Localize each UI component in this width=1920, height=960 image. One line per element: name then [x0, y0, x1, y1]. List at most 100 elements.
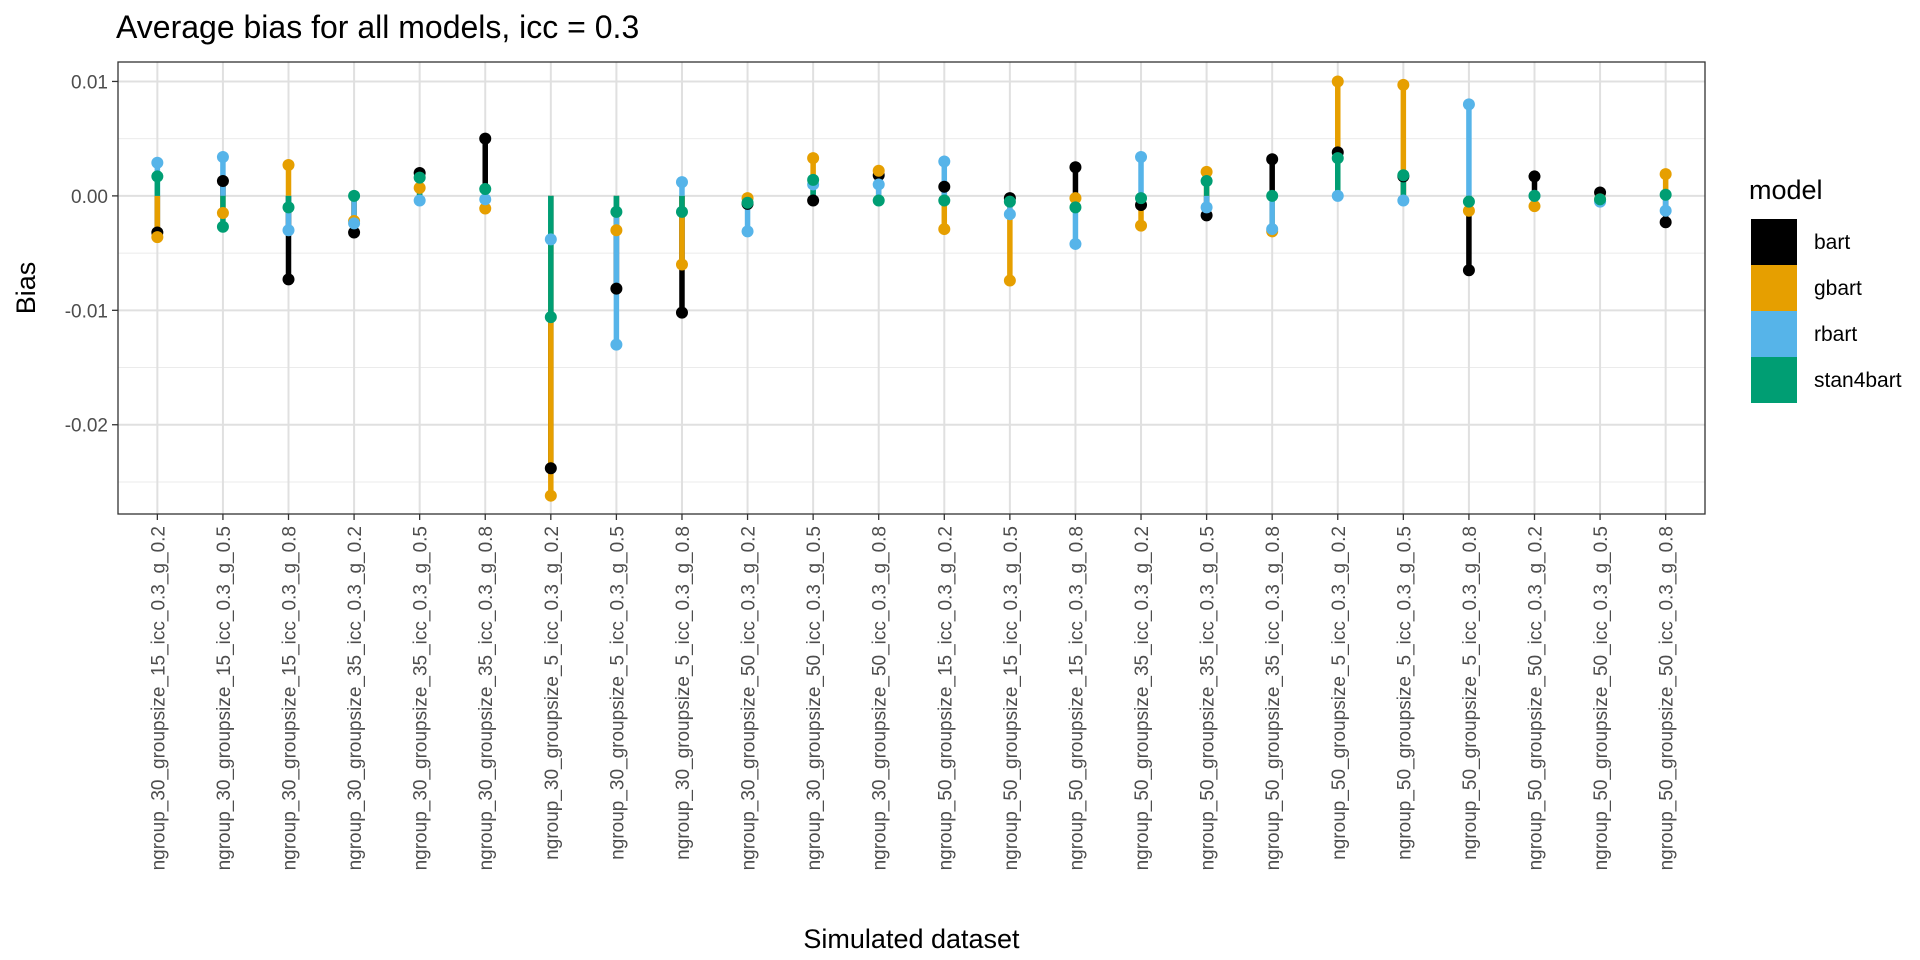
- x-tick-label: ngroup_50_groupsize_50_icc_0.3_g_0.8: [1657, 526, 1678, 870]
- stan4bart-point: [282, 201, 295, 214]
- rbart-point: [544, 233, 557, 246]
- rbart-point: [1331, 189, 1344, 202]
- rbart-point: [675, 176, 688, 189]
- x-tick-label: ngroup_30_groupsize_15_icc_0.3_g_0.2: [148, 526, 169, 870]
- stan4bart-point: [938, 194, 951, 207]
- stan4bart-point: [872, 194, 885, 207]
- x-tick-label: ngroup_50_groupsize_5_icc_0.3_g_0.5: [1394, 526, 1415, 860]
- gbart-point: [282, 158, 295, 171]
- x-tick-label: ngroup_30_groupsize_5_icc_0.3_g_0.5: [607, 526, 628, 860]
- x-tick-label: ngroup_50_groupsize_5_icc_0.3_g_0.8: [1460, 526, 1481, 860]
- x-tick-label: ngroup_50_groupsize_50_icc_0.3_g_0.5: [1591, 526, 1612, 870]
- y-tick-label: -0.02: [65, 416, 108, 437]
- rbart-point: [610, 338, 623, 351]
- x-axis-title: Simulated dataset: [803, 924, 1020, 954]
- stan4bart-point: [1594, 193, 1607, 206]
- stan4bart-point: [544, 311, 557, 324]
- y-axis-title: Bias: [11, 262, 41, 315]
- stan4bart-point: [151, 170, 164, 183]
- bart-point: [807, 194, 820, 207]
- bart-point: [479, 132, 492, 145]
- bart-point: [610, 282, 623, 295]
- bart-point: [1266, 153, 1279, 166]
- stan4bart-point: [1003, 195, 1016, 208]
- x-tick-label: ngroup_50_groupsize_35_icc_0.3_g_0.2: [1132, 526, 1153, 870]
- stan4bart-point: [413, 171, 426, 184]
- x-tick-label: ngroup_50_groupsize_50_icc_0.3_g_0.2: [1525, 526, 1546, 870]
- x-tick-label: ngroup_50_groupsize_35_icc_0.3_g_0.5: [1198, 526, 1219, 870]
- x-tick-label: ngroup_30_groupsize_5_icc_0.3_g_0.2: [542, 526, 563, 860]
- stan4bart-point: [216, 220, 229, 233]
- gbart-point: [1528, 200, 1541, 213]
- stan4bart-point: [1200, 175, 1213, 188]
- y-tick-label: -0.01: [65, 301, 108, 322]
- x-tick-label: ngroup_30_groupsize_5_icc_0.3_g_0.8: [673, 526, 694, 860]
- plot-border: [117, 61, 1706, 515]
- gbart-point: [479, 202, 492, 215]
- gbart-point: [1069, 192, 1082, 205]
- bart-point: [1528, 170, 1541, 183]
- y-axis: 0.01 0.00 -0.01 -0.02: [65, 72, 118, 437]
- legend-key-stan4bart: [1751, 357, 1797, 403]
- rbart-point: [1659, 204, 1672, 217]
- chart-title: Average bias for all models, icc = 0.3: [116, 9, 639, 45]
- rbart-point: [1266, 223, 1279, 236]
- rbart-point: [413, 194, 426, 207]
- legend-title: model: [1749, 175, 1823, 205]
- legend-key-rbart: [1751, 311, 1797, 357]
- x-tick-label: ngroup_30_groupsize_35_icc_0.3_g_0.2: [345, 526, 366, 870]
- x-axis: ngroup_30_groupsize_15_icc_0.3_g_0.2 ngro…: [148, 514, 1678, 870]
- gbart-point: [413, 181, 426, 194]
- rbart-point: [1135, 150, 1148, 163]
- stan4bart-point: [1462, 195, 1475, 208]
- rbart-point: [348, 217, 361, 230]
- bart-point: [1659, 216, 1672, 229]
- gbart-point: [1462, 204, 1475, 217]
- gbart-point: [610, 224, 623, 237]
- gbart-point: [675, 258, 688, 271]
- stan4bart-point: [479, 183, 492, 196]
- stan4bart-point: [1135, 192, 1148, 205]
- rbart-point: [1200, 201, 1213, 214]
- stan4bart-point: [675, 205, 688, 218]
- bart-point: [282, 273, 295, 286]
- rbart-point: [1003, 208, 1016, 221]
- stan4bart-point: [1331, 152, 1344, 165]
- x-tick-label: ngroup_30_groupsize_15_icc_0.3_g_0.5: [214, 526, 235, 870]
- x-tick-label: ngroup_50_groupsize_5_icc_0.3_g_0.2: [1329, 526, 1350, 860]
- gbart-point: [151, 231, 164, 244]
- stan4bart-point: [1659, 188, 1672, 201]
- legend-key-bart: [1751, 219, 1797, 265]
- stan4bart-point: [741, 196, 754, 209]
- rbart-point: [938, 155, 951, 168]
- x-tick-label: ngroup_50_groupsize_15_icc_0.3_g_0.5: [1001, 526, 1022, 870]
- bart-point: [216, 175, 229, 188]
- gbart-point: [1200, 165, 1213, 178]
- x-tick-label: ngroup_30_groupsize_50_icc_0.3_g_0.2: [739, 526, 760, 870]
- x-tick-label: ngroup_30_groupsize_35_icc_0.3_g_0.5: [411, 526, 432, 870]
- bart-point: [675, 306, 688, 319]
- gbart-point: [544, 489, 557, 502]
- bart-point: [348, 226, 361, 239]
- gbart-point: [1003, 274, 1016, 287]
- rbart-point: [741, 225, 754, 238]
- legend-label-bart: bart: [1814, 231, 1850, 254]
- x-tick-label: ngroup_50_groupsize_15_icc_0.3_g_0.8: [1066, 526, 1087, 870]
- y-tick-label: 0.01: [71, 72, 108, 93]
- rbart-point: [282, 224, 295, 237]
- rbart-point: [1462, 98, 1475, 111]
- x-tick-label: ngroup_30_groupsize_50_icc_0.3_g_0.5: [804, 526, 825, 870]
- x-tick-label: ngroup_50_groupsize_35_icc_0.3_g_0.8: [1263, 526, 1284, 870]
- gbart-point: [216, 207, 229, 220]
- legend-key-gbart: [1751, 265, 1797, 311]
- x-tick-label: ngroup_30_groupsize_50_icc_0.3_g_0.8: [870, 526, 891, 870]
- stan4bart-point: [1069, 201, 1082, 214]
- legend-label-gbart: gbart: [1814, 277, 1862, 300]
- rbart-point: [872, 178, 885, 191]
- rbart-point: [216, 150, 229, 163]
- gbart-point: [938, 223, 951, 236]
- stan4bart-point: [807, 173, 820, 186]
- legend: model bart gbart rbart stan4bart: [1749, 175, 1902, 403]
- x-tick-label: ngroup_30_groupsize_15_icc_0.3_g_0.8: [280, 526, 301, 870]
